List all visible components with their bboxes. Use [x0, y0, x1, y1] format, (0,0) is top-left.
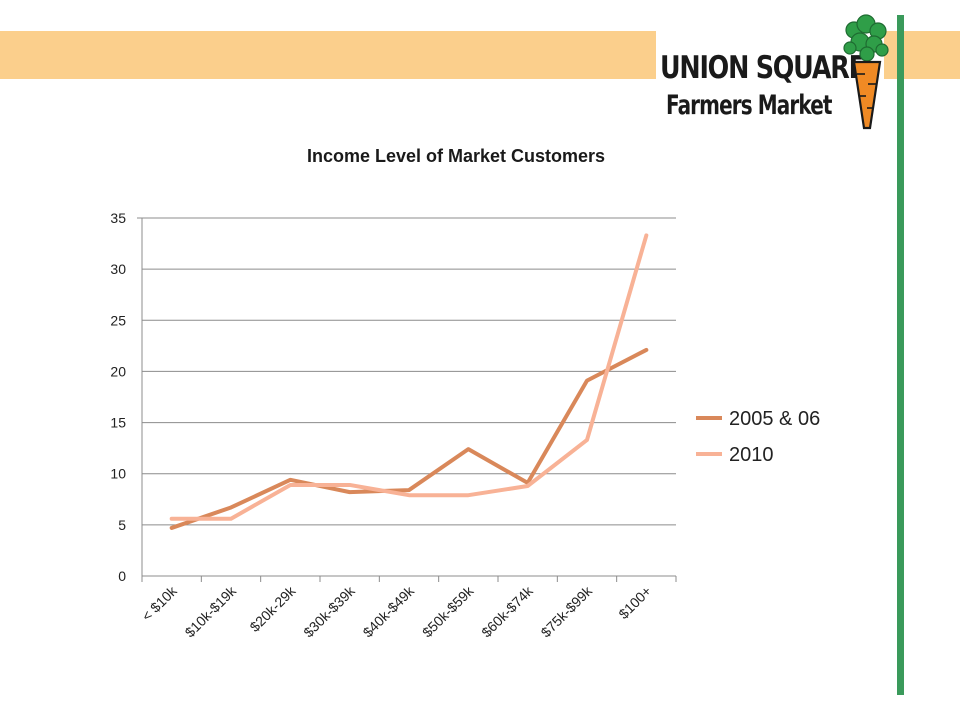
x-tick-label: $60k-$74k	[478, 582, 536, 640]
y-tick-label: 15	[110, 415, 126, 431]
union-square-logo: UNION SQUARE Farmers Market	[654, 14, 894, 132]
axes	[137, 217, 677, 582]
x-tick-label: $40k-$49k	[360, 582, 418, 640]
y-tick-label: 25	[110, 312, 126, 328]
x-tick-label: $30k-$39k	[300, 582, 358, 640]
legend: 2005 & 06 2010	[696, 408, 820, 466]
y-tick-label: 0	[118, 568, 126, 584]
legend-label-0: 2005 & 06	[729, 408, 820, 430]
series-line-0	[169, 347, 649, 530]
x-tick-label: < $10k	[138, 582, 180, 624]
y-tick-label: 35	[110, 210, 126, 226]
y-tick-label: 20	[110, 363, 126, 379]
chart-title: Income Level of Market Customers	[307, 146, 605, 166]
series-line-1	[169, 233, 649, 521]
y-tick-label: 5	[118, 517, 126, 533]
series-lines	[169, 233, 649, 530]
side-accent-bar	[897, 15, 904, 695]
y-tick-label: 30	[110, 261, 126, 277]
carrot-icon	[843, 14, 889, 130]
legend-label-1: 2010	[729, 444, 774, 466]
logo-text-line2: Farmers Market	[666, 90, 832, 121]
x-tick-label: $10k-$19k	[182, 582, 240, 640]
gridlines	[142, 217, 676, 526]
x-tick-label: $100+	[615, 583, 654, 622]
y-tick-label: 10	[110, 466, 126, 482]
y-tick-labels: 0 5 10 15 20 25 30 35	[110, 210, 126, 584]
x-tick-label: $75k-$99k	[538, 582, 596, 640]
x-tick-labels: < $10k $10k-$19k $20k-29k $30k-$39k $40k-$49…	[138, 582, 654, 640]
x-tick-label: $20k-29k	[246, 582, 299, 635]
header-band-right	[884, 31, 960, 79]
logo-text-line1: UNION SQUARE	[660, 50, 866, 86]
x-tick-label: $50k-$59k	[419, 582, 477, 640]
header-band	[0, 31, 656, 79]
